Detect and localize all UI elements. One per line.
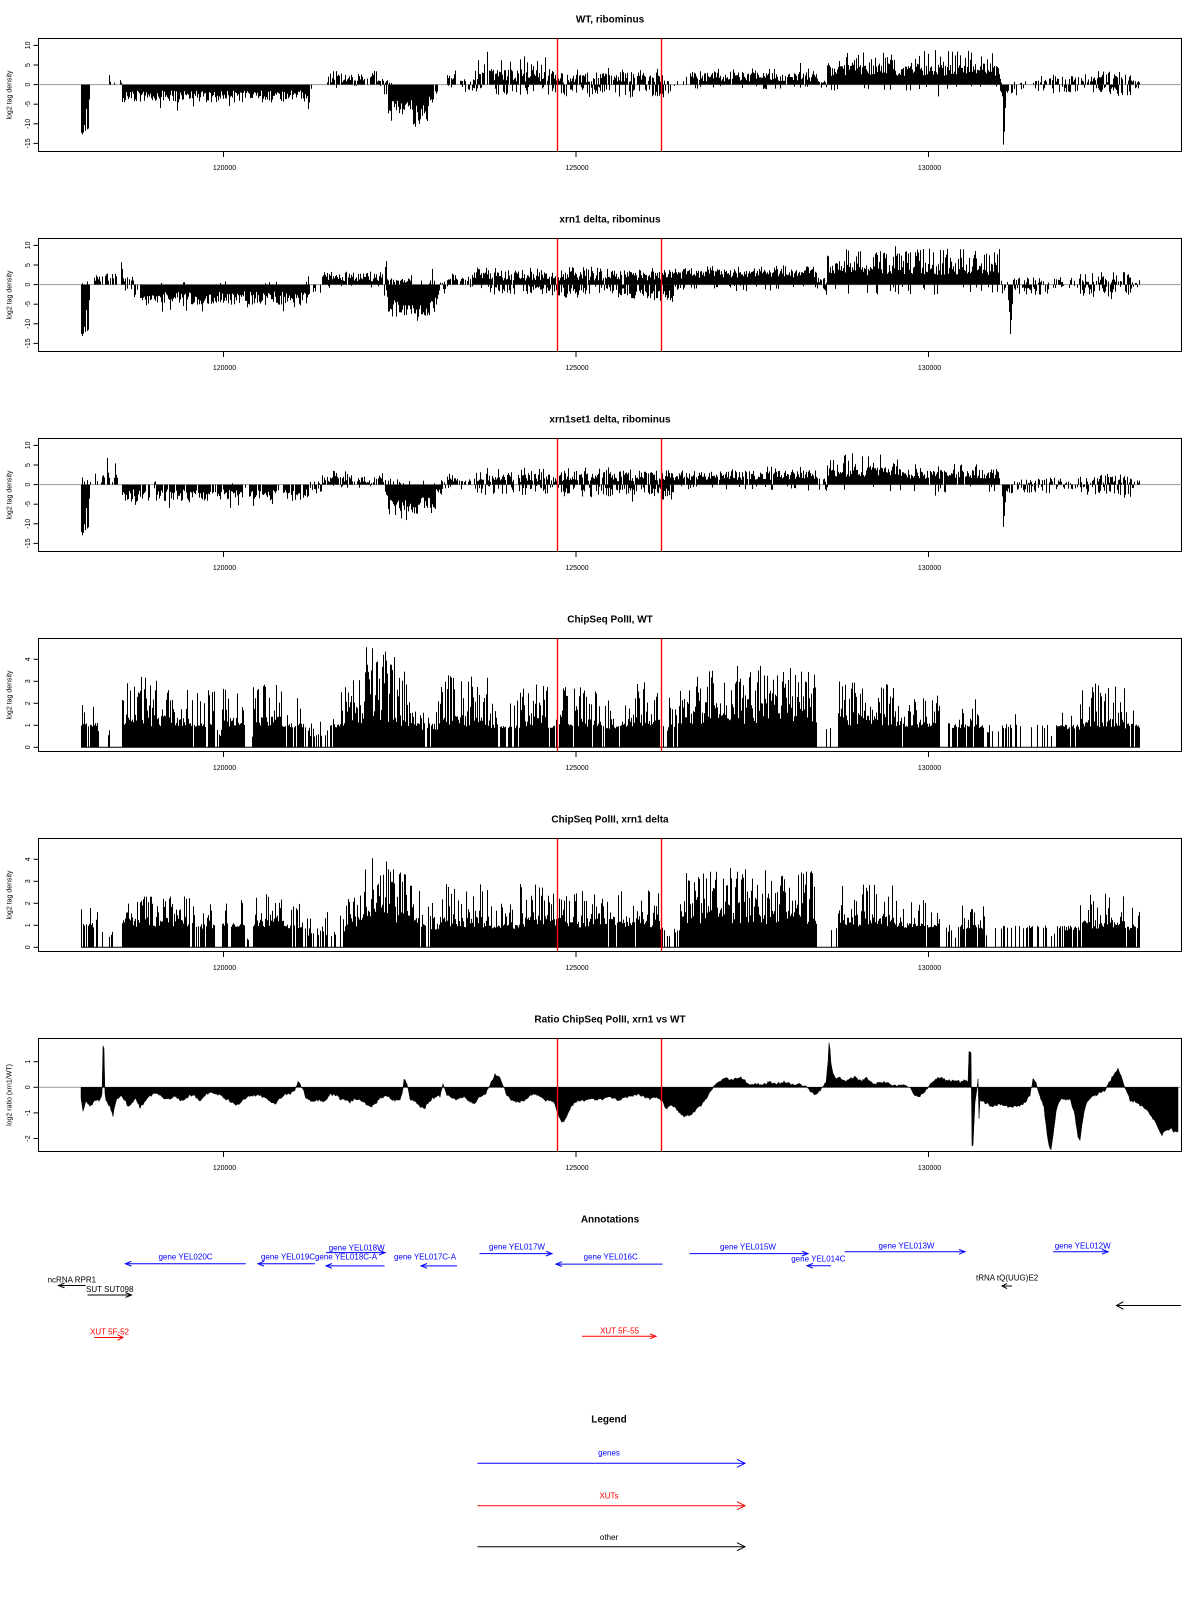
svg-text:log2 ratio (xrn1/WT): log2 ratio (xrn1/WT): [7, 1064, 14, 1126]
svg-text:130000: 130000: [918, 165, 941, 172]
svg-text:0: 0: [25, 745, 32, 749]
svg-text:Legend: Legend: [591, 1415, 627, 1426]
svg-text:120000: 120000: [213, 1165, 236, 1172]
svg-text:120000: 120000: [213, 365, 236, 372]
svg-text:125000: 125000: [565, 565, 588, 572]
svg-text:ncRNA RPR1: ncRNA RPR1: [48, 1276, 97, 1285]
svg-text:0: 0: [25, 483, 32, 487]
svg-text:gene YEL018W: gene YEL018W: [329, 1243, 385, 1252]
svg-text:WT, ribominus: WT, ribominus: [576, 15, 645, 26]
svg-text:3: 3: [25, 679, 32, 683]
svg-text:10: 10: [25, 441, 32, 449]
svg-text:gene YEL019C: gene YEL019C: [261, 1253, 315, 1262]
svg-text:-15: -15: [25, 338, 32, 348]
svg-text:ChipSeq PolII, WT: ChipSeq PolII, WT: [567, 615, 653, 626]
svg-text:5: 5: [25, 263, 32, 267]
svg-text:130000: 130000: [918, 765, 941, 772]
svg-text:gene YEL020C: gene YEL020C: [158, 1253, 212, 1262]
svg-text:120000: 120000: [213, 965, 236, 972]
svg-text:125000: 125000: [565, 765, 588, 772]
svg-text:3: 3: [25, 879, 32, 883]
svg-text:0: 0: [25, 283, 32, 287]
svg-text:-5: -5: [25, 101, 32, 107]
svg-text:5: 5: [25, 463, 32, 467]
svg-text:xrn1set1 delta, ribominus: xrn1set1 delta, ribominus: [549, 415, 671, 426]
svg-text:-2: -2: [25, 1135, 32, 1141]
svg-text:125000: 125000: [565, 965, 588, 972]
svg-text:-5: -5: [25, 301, 32, 307]
svg-text:130000: 130000: [918, 565, 941, 572]
svg-text:-1: -1: [25, 1110, 32, 1116]
svg-text:log2 tag density: log2 tag density: [7, 270, 14, 320]
svg-text:log2 tag density: log2 tag density: [7, 870, 14, 920]
svg-text:log2 tag density: log2 tag density: [7, 670, 14, 720]
svg-text:-10: -10: [25, 119, 32, 129]
svg-text:10: 10: [25, 241, 32, 249]
svg-text:0: 0: [25, 1085, 32, 1089]
svg-text:120000: 120000: [213, 765, 236, 772]
svg-text:gene YEL018C-A: gene YEL018C-A: [315, 1253, 378, 1262]
svg-text:gene YEL014C: gene YEL014C: [791, 1254, 845, 1263]
svg-text:tRNA tQ(UUG)E2: tRNA tQ(UUG)E2: [976, 1274, 1039, 1283]
svg-text:SUT SUT098: SUT SUT098: [86, 1285, 134, 1294]
svg-text:gene YEL017C-A: gene YEL017C-A: [394, 1253, 457, 1262]
svg-text:gene YEL015W: gene YEL015W: [720, 1242, 776, 1251]
svg-text:xrn1 delta, ribominus: xrn1 delta, ribominus: [559, 215, 661, 226]
svg-text:Annotations: Annotations: [581, 1215, 640, 1226]
svg-text:5: 5: [25, 63, 32, 67]
svg-text:1: 1: [25, 723, 32, 727]
svg-text:gene YEL012W: gene YEL012W: [1055, 1241, 1111, 1250]
svg-text:125000: 125000: [565, 165, 588, 172]
svg-text:130000: 130000: [918, 1165, 941, 1172]
svg-text:0: 0: [25, 945, 32, 949]
svg-text:130000: 130000: [918, 965, 941, 972]
svg-text:4: 4: [25, 857, 32, 861]
svg-text:10: 10: [25, 41, 32, 49]
svg-text:-15: -15: [25, 538, 32, 548]
svg-text:XUT 5F-52: XUT 5F-52: [90, 1328, 130, 1337]
svg-text:ChipSeq PolII, xrn1 delta: ChipSeq PolII, xrn1 delta: [551, 815, 669, 826]
svg-text:120000: 120000: [213, 565, 236, 572]
svg-text:1: 1: [25, 1060, 32, 1064]
svg-text:-5: -5: [25, 501, 32, 507]
svg-text:2: 2: [25, 901, 32, 905]
svg-text:Ratio ChipSeq PolII, xrn1 vs W: Ratio ChipSeq PolII, xrn1 vs WT: [534, 1015, 685, 1026]
svg-text:XUTs: XUTs: [599, 1491, 618, 1500]
svg-text:gene YEL013W: gene YEL013W: [879, 1241, 935, 1250]
svg-text:125000: 125000: [565, 365, 588, 372]
svg-text:other: other: [600, 1533, 619, 1542]
svg-text:-15: -15: [25, 138, 32, 148]
svg-text:125000: 125000: [565, 1165, 588, 1172]
svg-text:0: 0: [25, 83, 32, 87]
svg-text:gene YEL016C: gene YEL016C: [584, 1252, 638, 1261]
svg-text:-10: -10: [25, 319, 32, 329]
svg-text:log2 tag density: log2 tag density: [7, 470, 14, 520]
svg-text:1: 1: [25, 923, 32, 927]
svg-text:gene YEL017W: gene YEL017W: [489, 1242, 545, 1251]
svg-text:120000: 120000: [213, 165, 236, 172]
svg-text:-10: -10: [25, 519, 32, 529]
svg-text:130000: 130000: [918, 365, 941, 372]
svg-text:XUT 5F-55: XUT 5F-55: [600, 1327, 640, 1336]
svg-text:log2 tag density: log2 tag density: [7, 70, 14, 120]
svg-text:2: 2: [25, 701, 32, 705]
svg-text:genes: genes: [598, 1449, 620, 1458]
svg-text:4: 4: [25, 657, 32, 661]
